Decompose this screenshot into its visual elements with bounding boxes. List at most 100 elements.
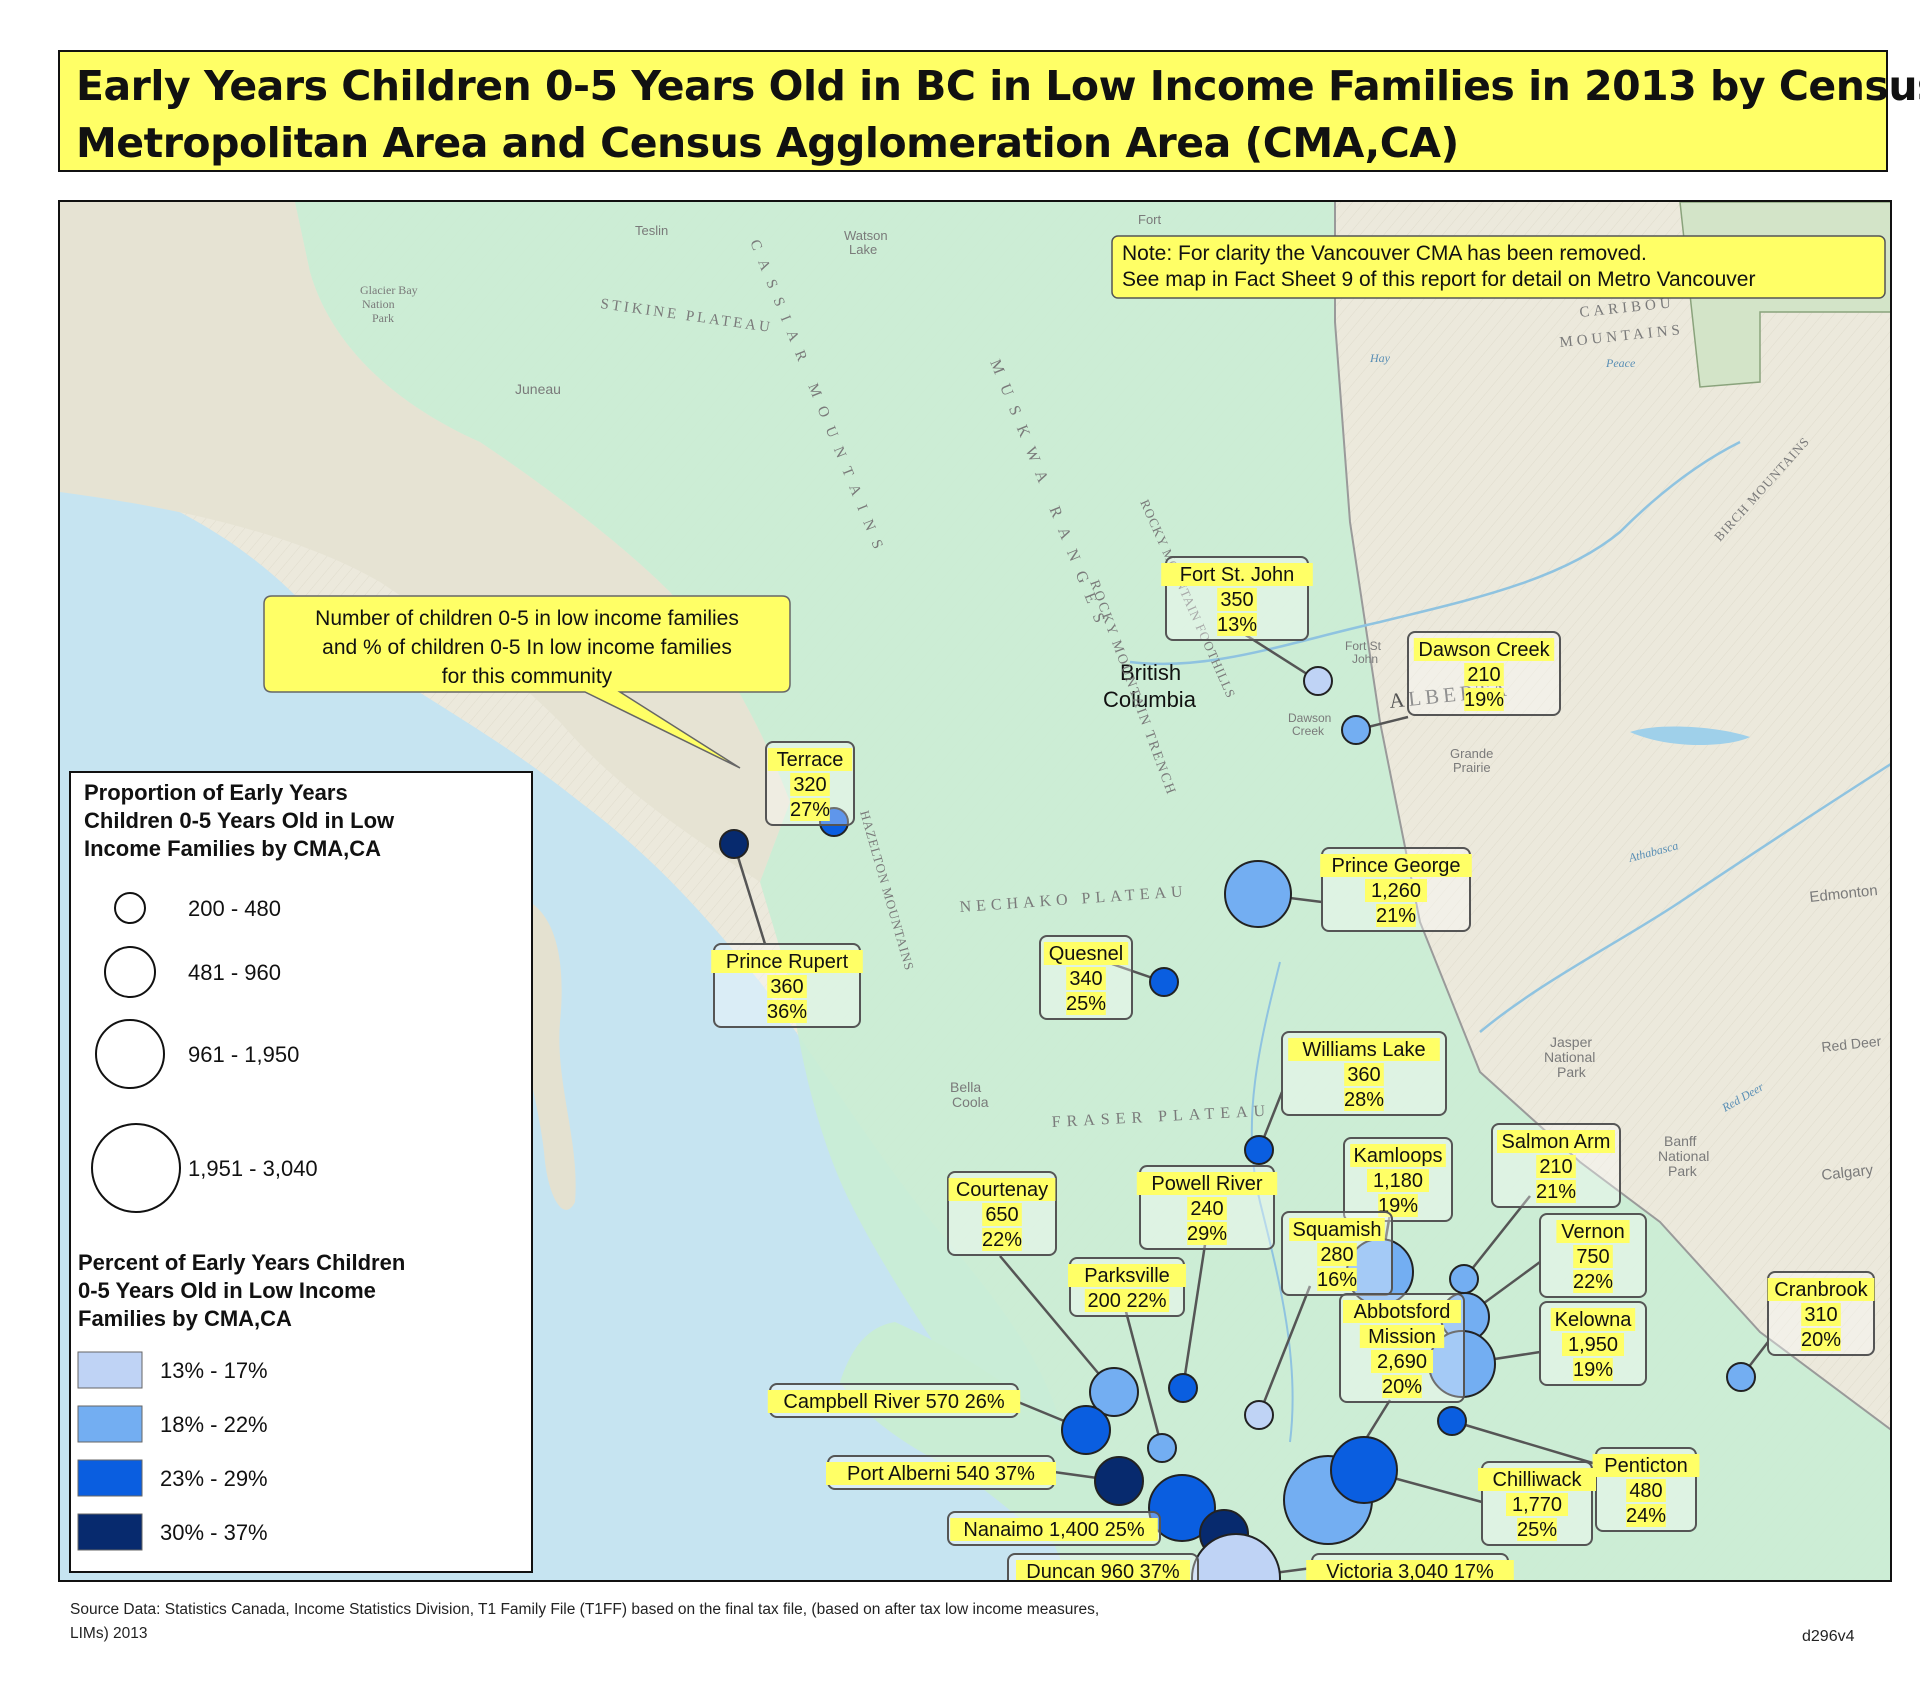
circle-fort-st-john[interactable] [1303, 666, 1333, 696]
legend-swatch-2 [77, 1405, 143, 1443]
province-label-line1: British [1120, 660, 1181, 685]
circle-prince-rupert[interactable] [719, 829, 749, 859]
leader-penticton [1451, 1419, 1597, 1466]
label-fort-st-john-line-2: 350 [1220, 589, 1253, 611]
label-vernon-line-2: 750 [1576, 1246, 1609, 1268]
place-park-1: Park [372, 311, 394, 325]
place-fort: Fort [1138, 212, 1162, 227]
place-jasper-national: National [1544, 1049, 1595, 1065]
label-nanaimo-line-1: Nanaimo 1,400 25% [963, 1519, 1144, 1541]
circle-campbell-river[interactable] [1061, 1405, 1111, 1455]
place-juneau: Juneau [515, 381, 561, 397]
place-lake: Lake [849, 242, 877, 257]
label-williams-lake-line-3: 28% [1344, 1089, 1384, 1111]
leader-parksville [1122, 1303, 1164, 1449]
label-campbell-river: Campbell River 570 26% [767, 1383, 1021, 1418]
label-campbell-river-line-1: Campbell River 570 26% [783, 1391, 1004, 1413]
label-chilliwack: Chilliwack 1,770 25% [1478, 1461, 1596, 1546]
legend-swatch-1 [77, 1351, 143, 1389]
callout-line-1: Number of children 0-5 in low income fam… [315, 607, 739, 630]
circle-squamish[interactable] [1244, 1400, 1274, 1430]
label-abbotsford-mission-line-2: Mission [1368, 1326, 1436, 1348]
legend-size-symbol-1 [114, 892, 146, 924]
label-kelowna-line-2: 1,950 [1568, 1334, 1618, 1356]
circle-chilliwack[interactable] [1330, 1436, 1398, 1504]
legend-color-title-1: Percent of Early Years Children [78, 1250, 405, 1275]
label-nanaimo: Nanaimo 1,400 25% [947, 1511, 1161, 1546]
label-squamish-line-2: 280 [1320, 1244, 1353, 1266]
place-teslin: Teslin [635, 223, 668, 238]
source-note: Source Data: Statistics Canada, Income S… [70, 1598, 1099, 1646]
label-duncan: Duncan 960 37% [1007, 1553, 1199, 1580]
label-penticton-line-3: 24% [1626, 1505, 1666, 1527]
label-dawson-creek: Dawson Creek 210 19% [1407, 631, 1561, 716]
map-frame[interactable]: British Columbia ALBERTA Teslin Watson L… [58, 200, 1892, 1582]
fraser-river [1250, 961, 1294, 1443]
circle-cranbrook[interactable] [1726, 1362, 1756, 1392]
label-prince-rupert-line-1: Prince Rupert [726, 951, 849, 973]
legend-color-title-3: Families by CMA,CA [78, 1306, 292, 1331]
label-powell-river-line-2: 240 [1190, 1198, 1223, 1220]
label-cranbrook-line-2: 310 [1804, 1304, 1837, 1326]
label-penticton-line-1: Penticton [1604, 1455, 1687, 1477]
place-prairie: Prairie [1453, 760, 1491, 775]
place-john: John [1352, 652, 1378, 666]
note-line-2: See map in Fact Sheet 9 of this report f… [1122, 268, 1755, 291]
label-dawson-creek-line-1: Dawson Creek [1418, 639, 1550, 661]
label-prince-rupert-line-3: 36% [767, 1001, 807, 1023]
label-parksville-line-1: Parksville [1084, 1265, 1170, 1287]
leader-salmon-arm [1463, 1195, 1531, 1280]
place-dawson: Dawson [1288, 711, 1331, 725]
title-line-2: Metropolitan Area and Census Agglomerati… [76, 119, 1459, 167]
circle-quesnel[interactable] [1149, 967, 1179, 997]
legend-swatch-4 [77, 1513, 143, 1551]
label-williams-lake: Williams Lake 360 28% [1281, 1031, 1447, 1116]
label-prince-george-line-2: 1,260 [1371, 880, 1421, 902]
label-kamloops-line-3: 19% [1378, 1195, 1418, 1217]
label-kelowna-line-3: 19% [1573, 1359, 1613, 1381]
label-quesnel-line-3: 25% [1066, 993, 1106, 1015]
legend-size-symbol-2 [104, 946, 156, 998]
legend-color-label-4: 30% - 37% [160, 1520, 268, 1545]
callout-line-2: and % of children 0-5 In low income fami… [322, 636, 732, 659]
circle-powell-river[interactable] [1168, 1373, 1198, 1403]
label-kamloops-line-1: Kamloops [1354, 1145, 1443, 1167]
label-prince-george: Prince George 1,260 21% [1320, 847, 1472, 932]
circle-williams-lake[interactable] [1244, 1135, 1274, 1165]
legend-size-label-3: 961 - 1,950 [188, 1042, 299, 1067]
label-quesnel-line-2: 340 [1069, 968, 1102, 990]
label-penticton-line-2: 480 [1629, 1480, 1662, 1502]
title-line-1: Early Years Children 0-5 Years Old in BC… [76, 62, 1920, 110]
legend-color-label-1: 13% - 17% [160, 1358, 268, 1383]
circle-penticton[interactable] [1437, 1406, 1467, 1436]
map-canvas[interactable]: British Columbia ALBERTA Teslin Watson L… [60, 202, 1892, 1582]
label-powell-river: Powell River 240 29% [1136, 1165, 1278, 1250]
label-dawson-creek-line-2: 210 [1467, 664, 1500, 686]
place-jasper-park: Park [1557, 1064, 1587, 1080]
circle-parksville[interactable] [1147, 1433, 1177, 1463]
label-williams-lake-line-1: Williams Lake [1302, 1039, 1425, 1061]
circle-port-alberni[interactable] [1094, 1456, 1144, 1506]
label-salmon-arm-line-1: Salmon Arm [1502, 1131, 1611, 1153]
label-quesnel: Quesnel 340 25% [1039, 935, 1133, 1020]
circle-dawson-creek[interactable] [1341, 715, 1371, 745]
legend-size-title-3: Income Families by CMA,CA [84, 836, 381, 861]
circle-nanaimo[interactable] [1148, 1474, 1216, 1542]
legend-size-title-1: Proportion of Early Years [84, 780, 348, 805]
legend: Proportion of Early Years Children 0-5 Y… [69, 771, 533, 1573]
label-abbotsford-mission-line-3: 2,690 [1377, 1351, 1427, 1373]
label-chilliwack-line-2: 1,770 [1512, 1494, 1562, 1516]
label-fort-st-john: Fort St. John 350 13% [1161, 556, 1313, 641]
label-kamloops: Kamloops 1,180 19% [1343, 1137, 1453, 1222]
document-code: d296v4 [1802, 1628, 1855, 1645]
circle-victoria[interactable] [1191, 1533, 1281, 1582]
legend-size-label-4: 1,951 - 3,040 [188, 1156, 318, 1181]
circle-salmon-arm[interactable] [1449, 1264, 1479, 1294]
bc-alberta-border [1334, 202, 1890, 1431]
legend-color-label-3: 23% - 29% [160, 1466, 268, 1491]
note-box: Note: For clarity the Vancouver CMA has … [1111, 235, 1886, 299]
label-prince-george-line-1: Prince George [1332, 855, 1461, 877]
circle-courtenay[interactable] [1089, 1367, 1139, 1417]
peace-river [1129, 440, 1741, 666]
circle-prince-george[interactable] [1224, 860, 1292, 928]
